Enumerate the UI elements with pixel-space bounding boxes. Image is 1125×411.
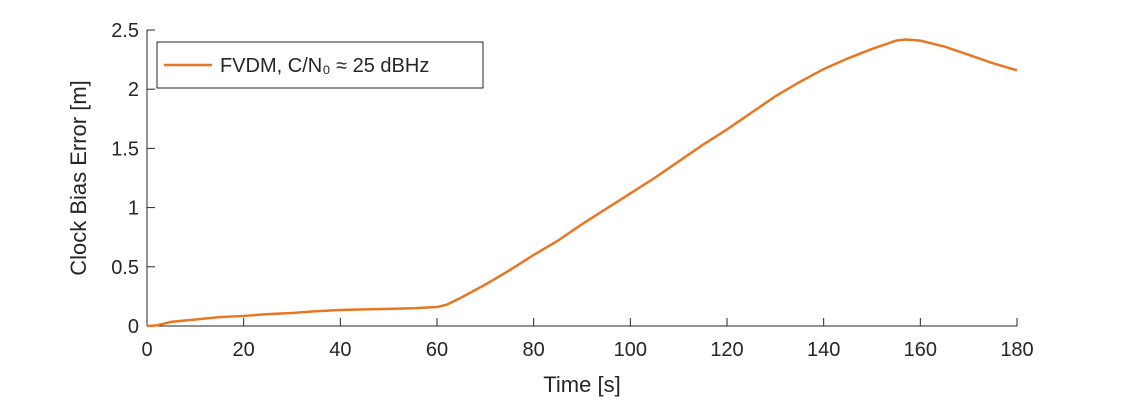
x-tick-label: 20 (233, 339, 255, 361)
legend-label: FVDM, C/N₀ ≈ 25 dBHz (220, 55, 429, 77)
y-tick-label: 0 (128, 316, 139, 338)
x-tick-label: 180 (1000, 339, 1033, 361)
x-tick-label: 120 (710, 339, 743, 361)
y-tick-label: 2 (128, 79, 139, 101)
x-tick-label: 80 (523, 339, 545, 361)
x-tick-label: 100 (614, 339, 647, 361)
line-series (146, 38, 1018, 328)
y-tick-label: 2.5 (111, 20, 139, 42)
x-tick-label: 60 (426, 339, 448, 361)
x-tick-label: 140 (807, 339, 840, 361)
y-axis-label: Clock Bias Error [m] (66, 80, 91, 276)
x-tick-label: 40 (329, 339, 351, 361)
x-tick-label: 160 (904, 339, 937, 361)
x-tick-label: 0 (141, 339, 152, 361)
y-tick-label: 1.5 (111, 138, 139, 160)
x-axis-label: Time [s] (543, 372, 620, 397)
y-tick-label: 0.5 (111, 257, 139, 279)
y-tick-label: 1 (128, 198, 139, 220)
